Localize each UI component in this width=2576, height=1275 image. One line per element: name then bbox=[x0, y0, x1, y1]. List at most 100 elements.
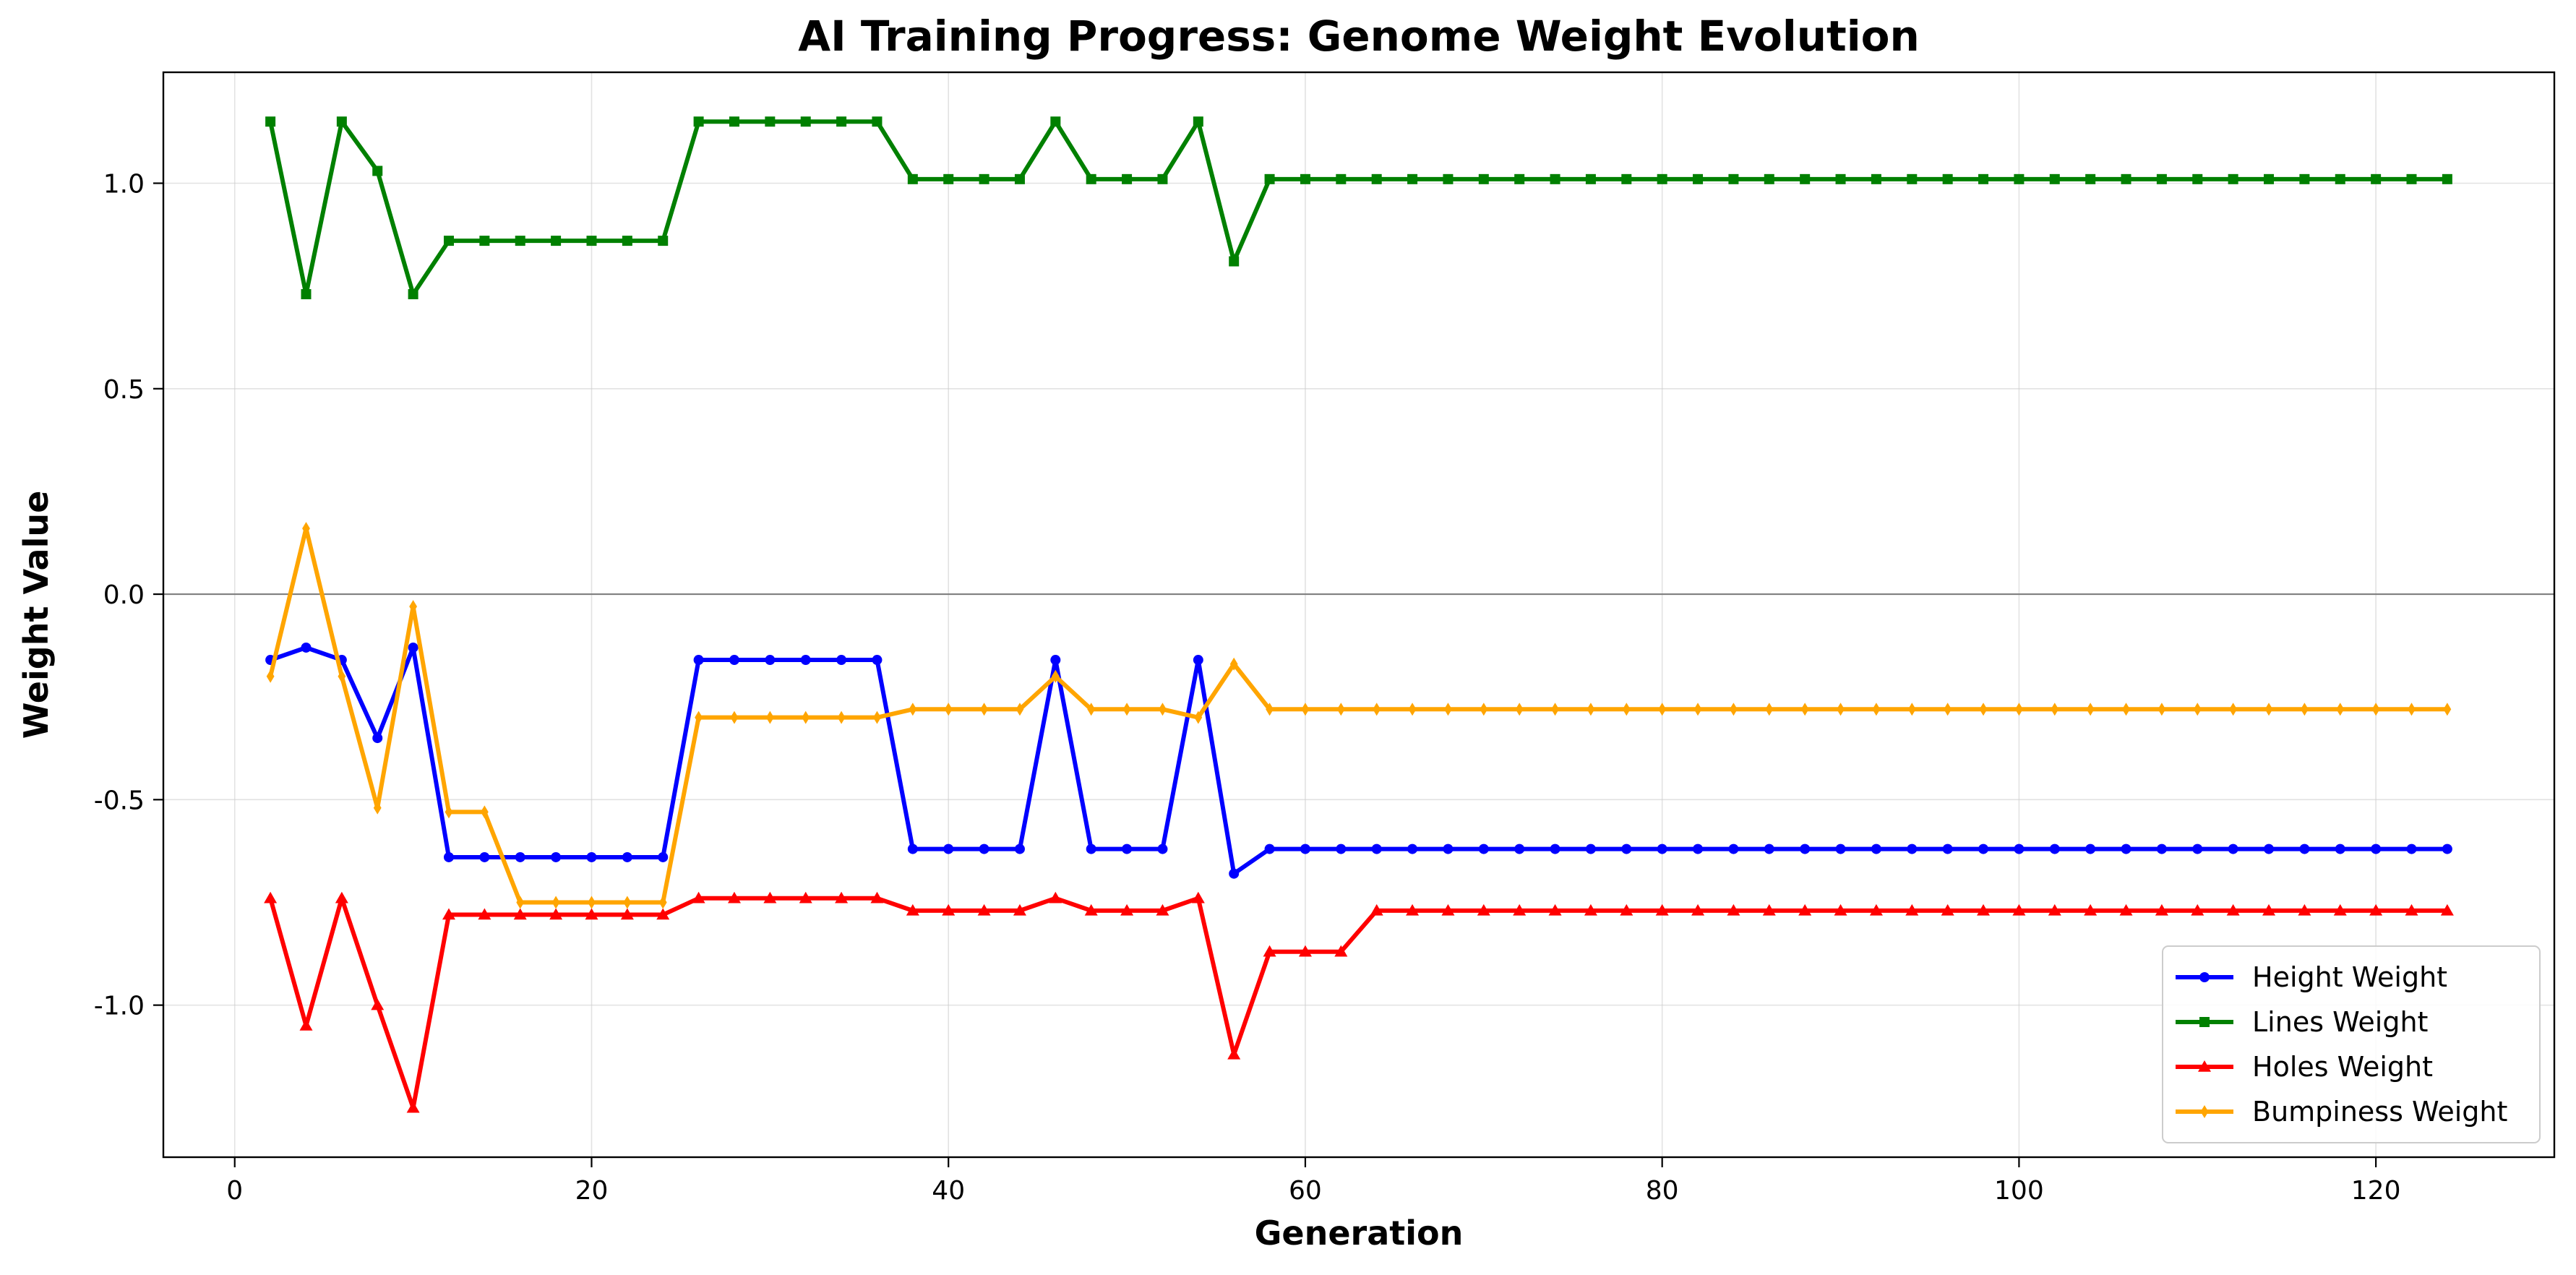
height-weight-point bbox=[551, 851, 562, 862]
y-tick-label: 0.0 bbox=[103, 580, 145, 610]
holes-weight-point bbox=[1406, 903, 1420, 916]
bumpiness-weight-point bbox=[837, 711, 846, 724]
height-weight-point bbox=[1657, 843, 1667, 854]
lines-weight-point bbox=[1550, 173, 1560, 184]
lines-weight-point bbox=[729, 116, 739, 127]
lines-weight-point bbox=[2335, 173, 2345, 184]
holes-weight-point bbox=[2262, 903, 2276, 916]
height-weight-point bbox=[693, 655, 704, 666]
x-tick-label: 120 bbox=[2351, 1176, 2401, 1206]
height-weight-point bbox=[622, 851, 632, 862]
height-weight-point bbox=[515, 851, 525, 862]
lines-weight-point bbox=[2299, 173, 2310, 184]
x-tick-label: 80 bbox=[1646, 1176, 1679, 1206]
bumpiness-weight-point bbox=[1693, 703, 1702, 716]
holes-weight-point bbox=[1798, 903, 1812, 916]
bumpiness-weight-point bbox=[1515, 703, 1524, 716]
bumpiness-weight-point bbox=[480, 805, 489, 819]
x-tick-label: 20 bbox=[575, 1176, 609, 1206]
height-weight-point bbox=[2192, 843, 2203, 854]
y-tick-label: 1.0 bbox=[103, 170, 145, 199]
lines-weight-point bbox=[408, 289, 418, 300]
height-weight-point bbox=[1122, 843, 1133, 854]
height-weight-point bbox=[1621, 843, 1632, 854]
lines-weight-point bbox=[872, 116, 883, 127]
legend-item-holes-weight: Holes Weight bbox=[2176, 1051, 2433, 1083]
bumpiness-weight-point bbox=[873, 711, 881, 724]
bumpiness-weight-point bbox=[266, 669, 275, 683]
height-weight-point bbox=[586, 851, 597, 862]
bumpiness-weight-point bbox=[1800, 703, 1809, 716]
height-weight-point bbox=[729, 655, 739, 666]
lines-weight-point bbox=[1229, 256, 1240, 267]
bumpiness-weight-point bbox=[551, 896, 560, 909]
height-weight-point bbox=[1478, 843, 1489, 854]
height-weight-point bbox=[1942, 843, 1953, 854]
lines-weight-series bbox=[265, 116, 2452, 300]
holes-weight-point bbox=[2048, 903, 2061, 916]
holes-weight-point bbox=[513, 908, 527, 920]
height-weight-point bbox=[301, 642, 312, 653]
height-weight-point bbox=[2335, 843, 2345, 854]
legend-label: Holes Weight bbox=[2252, 1051, 2433, 1083]
holes-weight-point bbox=[2012, 903, 2026, 916]
holes-weight-point bbox=[1584, 903, 1597, 916]
lines-weight-point bbox=[1514, 173, 1525, 184]
bumpiness-weight-point bbox=[1979, 703, 1988, 716]
x-tick-label: 40 bbox=[932, 1176, 965, 1206]
bumpiness-weight-point bbox=[409, 600, 418, 614]
holes-weight-point bbox=[1905, 903, 1919, 916]
x-tick-label: 0 bbox=[226, 1176, 243, 1206]
bumpiness-weight-point bbox=[516, 896, 525, 909]
bumpiness-weight-point bbox=[338, 669, 346, 683]
bumpiness-weight-point bbox=[1837, 703, 1845, 716]
lines-weight-point bbox=[2049, 173, 2060, 184]
lines-weight-point bbox=[1407, 173, 1418, 184]
bumpiness-weight-point bbox=[2264, 703, 2273, 716]
bumpiness-weight-point bbox=[1730, 703, 1738, 716]
lines-weight-point bbox=[1871, 173, 1881, 184]
lines-weight-point bbox=[586, 236, 597, 246]
holes-weight-point bbox=[727, 891, 741, 903]
holes-weight-point bbox=[906, 903, 919, 916]
lines-weight-point bbox=[1978, 173, 1989, 184]
bumpiness-weight-point bbox=[765, 711, 774, 724]
holes-weight-point bbox=[977, 903, 991, 916]
lines-weight-point bbox=[1443, 173, 1454, 184]
lines-weight-point bbox=[836, 116, 847, 127]
lines-weight-point bbox=[2121, 173, 2131, 184]
holes-weight-point bbox=[406, 1101, 420, 1113]
holes-weight-point bbox=[1762, 903, 1776, 916]
bumpiness-weight-point bbox=[588, 896, 596, 909]
bumpiness-weight-point bbox=[1408, 703, 1417, 716]
height-weight-point bbox=[872, 655, 883, 666]
lines-weight-point bbox=[2156, 173, 2167, 184]
legend-swatch-marker bbox=[2199, 1017, 2210, 1027]
x-tick-label: 100 bbox=[1994, 1176, 2044, 1206]
bumpiness-weight-point bbox=[1087, 703, 1096, 716]
holes-weight-point bbox=[2369, 903, 2383, 916]
bumpiness-weight-point bbox=[302, 522, 310, 536]
height-weight-point bbox=[1371, 843, 1382, 854]
lines-weight-point bbox=[336, 116, 347, 127]
y-axis-title: Weight Value bbox=[17, 491, 56, 739]
holes-weight-point bbox=[299, 1019, 313, 1031]
lines-weight-point bbox=[943, 173, 954, 184]
holes-weight-point bbox=[1477, 903, 1490, 916]
holes-weight-point bbox=[1655, 903, 1669, 916]
height-weight-point bbox=[1800, 843, 1811, 854]
bumpiness-weight-point bbox=[2229, 703, 2238, 716]
holes-weight-point bbox=[1084, 903, 1098, 916]
bumpiness-weight-point bbox=[2371, 703, 2380, 716]
holes-weight-point bbox=[371, 998, 385, 1010]
holes-weight-line bbox=[268, 896, 2450, 1110]
holes-weight-point bbox=[1441, 903, 1455, 916]
plot-frame bbox=[162, 71, 2556, 1159]
lines-weight-point bbox=[800, 116, 811, 127]
height-weight-point bbox=[2049, 843, 2060, 854]
holes-weight-point bbox=[2155, 903, 2168, 916]
lines-weight-point bbox=[2014, 173, 2025, 184]
lines-weight-point bbox=[1728, 173, 1739, 184]
lines-weight-point bbox=[1657, 173, 1667, 184]
height-weight-point bbox=[1229, 868, 1240, 879]
